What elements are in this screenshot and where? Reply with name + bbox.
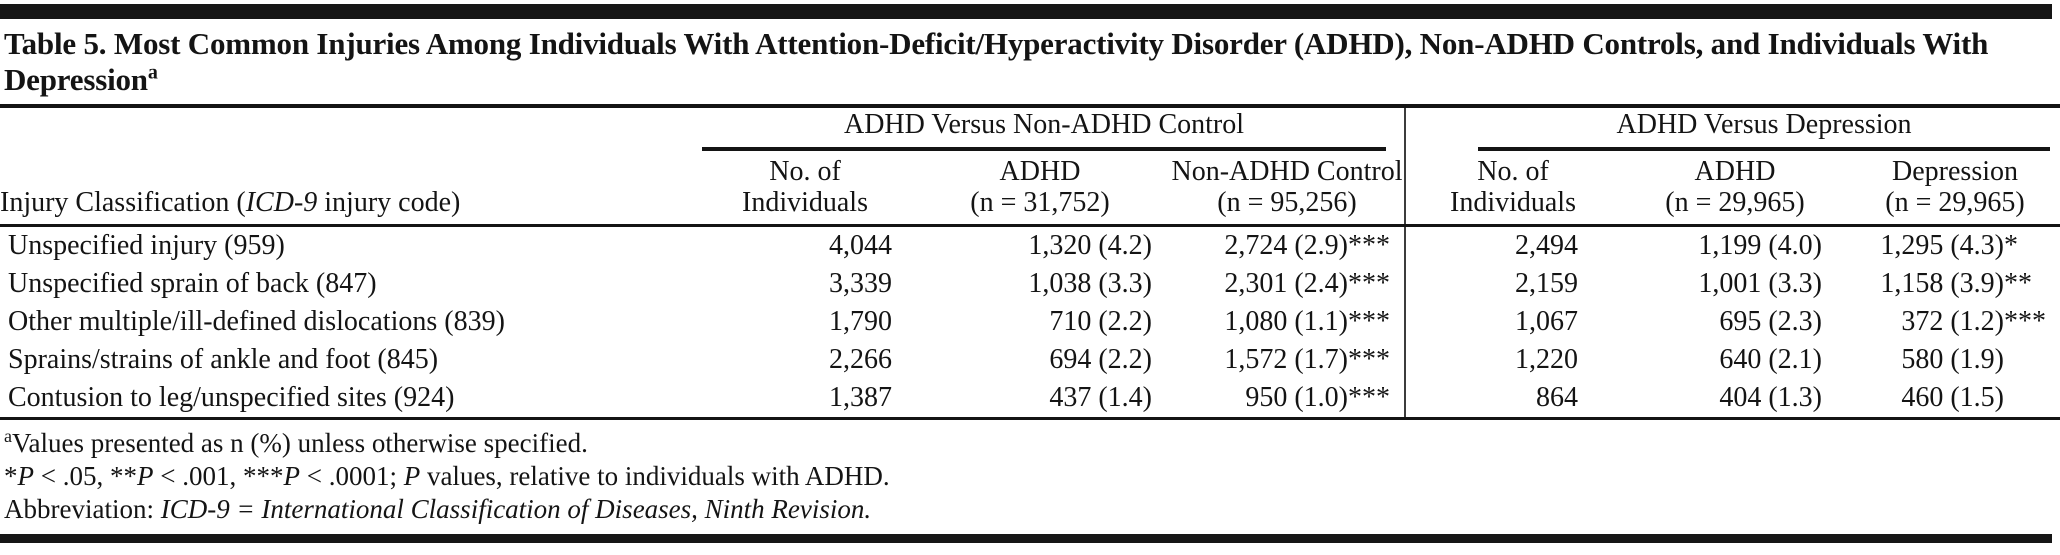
stub-header-icd9: ICD-9 [245,187,318,218]
cell-right-depression: 460 (1.5) [1850,379,2060,419]
significance-marker: ** [2004,268,2033,299]
cell-right-n: 1,067 [1404,303,1620,341]
cell-right-depression: 372 (1.2) *** [1850,303,2060,341]
cell-right-n: 1,220 [1404,341,1620,379]
cell-left-control: 1,080 (1.1) *** [1170,303,1405,341]
footnote-significance: *P < .05, **P < .001, ***P < .0001; P va… [4,461,890,491]
group-header-left-label: ADHD Versus Non-ADHD Control [702,108,1386,151]
column-header-right-adhd: ADHD (n = 29,965) [1620,151,1850,227]
injury-data-table: ADHD Versus Non-ADHD Control ADHD Versus… [0,104,2060,420]
group-header-row: ADHD Versus Non-ADHD Control ADHD Versus… [0,106,2060,151]
cell-right-depression: 1,295 (4.3) * [1850,226,2060,266]
cell-left-adhd: 694 (2.2) [1049,344,1152,375]
table-title: Table 5. Most Common Injuries Among Indi… [4,26,2050,98]
cell-left-n: 4,044 [829,230,892,261]
significance-marker [2004,379,2052,417]
cell-left-adhd: 437 (1.4) [1049,382,1152,413]
row-label: Sprains/strains of ankle and foot (845) [8,344,439,375]
cell-left-control: 950 (1.0) *** [1170,379,1405,419]
significance-marker [2004,341,2052,379]
footnote-abbreviation: Abbreviation: ICD-9 = International Clas… [4,494,872,524]
column-header-right-depression: Depression (n = 29,965) [1850,151,2060,227]
cell-right-depression: 1,158 (3.9) ** [1850,265,2060,303]
cell-right-adhd: 404 (1.3) [1719,382,1822,413]
column-header-left-non-adhd-control: Non-ADHD Control (n = 95,256) [1170,151,1405,227]
table-title-footnote-marker: a [147,61,158,84]
cell-left-n: 3,339 [829,268,892,299]
cell-left-n: 1,387 [829,382,892,413]
top-rule [0,4,2052,19]
significance-marker: *** [1348,268,1390,299]
table-title-text: Table 5. Most Common Injuries Among Indi… [4,26,1989,97]
stub-header-post: injury code) [317,187,461,218]
cell-right-adhd: 1,199 (4.0) [1698,230,1822,261]
bottom-rule [0,534,2052,543]
footnote-values: aValues presented as n (%) unless otherw… [4,426,588,458]
cell-left-control: 2,724 (2.9) *** [1170,226,1405,266]
group-header-right-label: ADHD Versus Depression [1478,108,2051,151]
cell-left-n: 2,266 [829,344,892,375]
column-header-left-no-of-individuals: No. of Individuals [700,151,910,227]
cell-left-adhd: 710 (2.2) [1049,306,1152,337]
cell-right-adhd: 1,001 (3.3) [1698,268,1822,299]
cell-right-n: 864 [1404,379,1620,419]
row-label: Other multiple/ill-defined dislocations … [8,306,505,337]
significance-marker: *** [1348,306,1390,337]
group-header-right: ADHD Versus Depression [1403,106,2060,151]
cell-right-depression: 580 (1.9) [1850,341,2060,379]
footnote-a-marker: a [4,426,12,446]
row-label: Unspecified injury (959) [8,230,285,261]
cell-left-control: 2,301 (2.4) *** [1170,265,1405,303]
table-row: Sprains/strains of ankle and foot (845) … [0,341,2060,379]
column-header-injury-classification: Injury Classification (ICD-9 injury code… [0,151,700,227]
significance-marker: * [2004,230,2019,261]
cell-right-n: 2,494 [1404,225,1620,265]
cell-left-adhd: 1,320 (4.2) [1028,230,1152,261]
group-header-left: ADHD Versus Non-ADHD Control [700,106,1405,151]
cell-right-adhd: 695 (2.3) [1719,306,1822,337]
significance-marker: *** [2004,306,2047,337]
cell-left-n: 1,790 [829,306,892,337]
row-label: Contusion to leg/unspecified sites (924) [8,382,455,413]
significance-marker: *** [1348,382,1390,413]
table-row: Unspecified injury (959) 4,044 1,320 (4.… [0,225,2060,266]
table-footnotes: aValues presented as n (%) unless otherw… [4,427,2060,526]
table-row: Contusion to leg/unspecified sites (924)… [0,379,2060,419]
cell-right-n: 2,159 [1404,265,1620,303]
stub-header-pre: Injury Classification ( [0,187,246,218]
table-row: Other multiple/ill-defined dislocations … [0,303,2060,341]
table-row: Unspecified sprain of back (847) 3,339 1… [0,265,2060,303]
significance-marker: *** [1348,230,1390,261]
column-header-row: Injury Classification (ICD-9 injury code… [0,151,2060,227]
row-label: Unspecified sprain of back (847) [8,268,377,299]
stub-spacer [0,106,700,151]
column-header-left-adhd: ADHD (n = 31,752) [910,151,1170,227]
cell-left-control: 1,572 (1.7) *** [1170,341,1405,379]
cell-right-adhd: 640 (2.1) [1719,344,1822,375]
column-header-right-no-of-individuals: No. of Individuals [1404,151,1620,227]
cell-left-adhd: 1,038 (3.3) [1028,268,1152,299]
significance-marker: *** [1348,344,1390,375]
